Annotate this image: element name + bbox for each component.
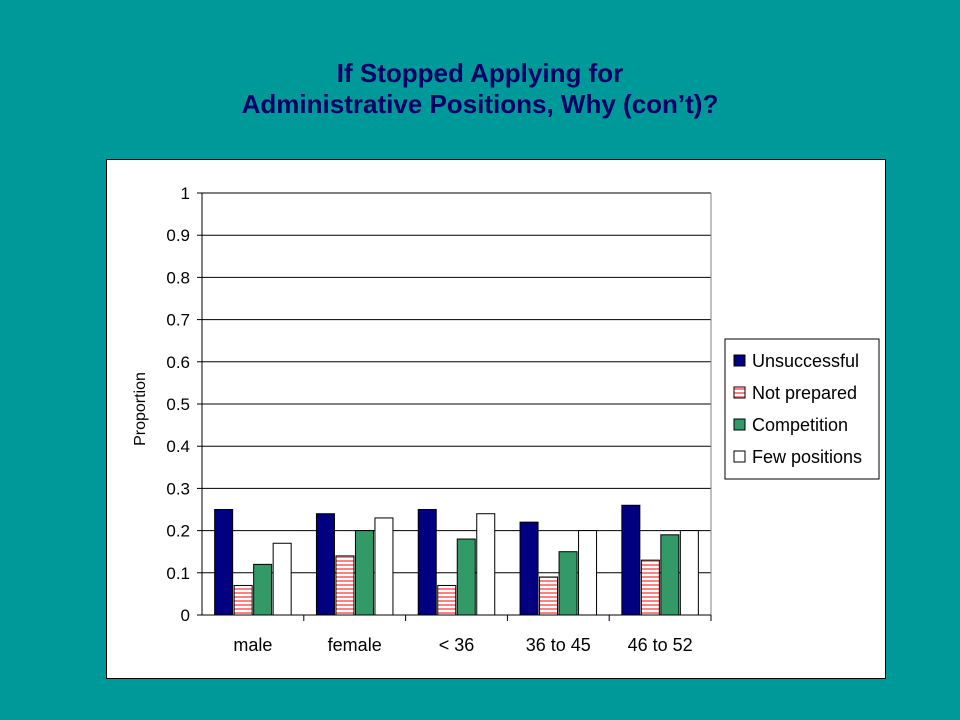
legend-label: Not prepared — [752, 383, 857, 403]
bar-chart: 0 0.1 0.2 0.3 0.4 0.5 0.6 0.7 0.8 0.9 1 male female… — [132, 184, 880, 655]
bar-unsuccessful — [519, 521, 539, 616]
legend-swatch — [733, 354, 746, 367]
y-tick-label: 0.9 — [166, 226, 190, 245]
title-line-1: If Stopped Applying for — [336, 58, 624, 88]
y-tick-label: 0.5 — [166, 395, 190, 414]
y-tick-label: 0 — [181, 606, 190, 625]
x-category-label: female — [328, 635, 382, 655]
y-tick-label: 0.7 — [166, 311, 190, 330]
bar-competition — [558, 551, 578, 616]
legend: Unsuccessful Not prepared Competition Few p… — [724, 338, 880, 480]
bar-few-positions — [272, 542, 292, 616]
y-tick-label: 0.6 — [166, 353, 190, 372]
x-category-label: 46 to 52 — [628, 635, 693, 655]
bar-competition — [354, 530, 374, 616]
bar-few-positions — [374, 517, 394, 616]
bar-few-positions — [679, 530, 699, 616]
bar-not-prepared — [539, 576, 559, 616]
y-tick-label: 1 — [181, 184, 190, 203]
y-tick-label: 0.3 — [166, 479, 190, 498]
gridlines — [202, 192, 711, 574]
bar-competition — [253, 563, 273, 616]
y-tick-label: 0.4 — [166, 437, 190, 456]
bar-not-prepared — [233, 584, 253, 616]
bar-unsuccessful — [621, 504, 641, 616]
y-axis-label: Proportion — [132, 372, 149, 446]
bar-competition — [660, 534, 680, 616]
y-tick-label: 0.8 — [166, 268, 190, 287]
bar-unsuccessful — [315, 513, 335, 616]
legend-swatch — [733, 418, 746, 431]
legend-label: Unsuccessful — [752, 351, 859, 371]
x-category-label: 36 to 45 — [526, 635, 591, 655]
y-tick-labels: 0 0.1 0.2 0.3 0.4 0.5 0.6 0.7 0.8 0.9 1 — [166, 184, 190, 625]
legend-label: Few positions — [752, 447, 862, 467]
x-category-label: male — [233, 635, 272, 655]
legend-box — [724, 338, 880, 480]
legend-swatch — [733, 386, 746, 399]
y-tick-label: 0.1 — [166, 564, 190, 583]
bar-few-positions — [578, 530, 598, 616]
title-line-2: Administrative Positions, Why (con’t)? — [241, 89, 719, 119]
bars — [214, 504, 699, 616]
x-category-labels: male female < 36 36 to 45 46 to 52 — [233, 635, 692, 655]
legend-swatch — [733, 450, 746, 463]
bar-not-prepared — [640, 559, 660, 616]
bar-not-prepared — [437, 584, 457, 616]
axes — [197, 192, 712, 621]
chart-panel: 0 0.1 0.2 0.3 0.4 0.5 0.6 0.7 0.8 0.9 1 male female… — [106, 159, 886, 679]
bar-competition — [456, 538, 476, 616]
bar-unsuccessful — [214, 509, 234, 616]
bar-few-positions — [476, 513, 496, 616]
x-category-label: < 36 — [439, 635, 475, 655]
legend-label: Competition — [752, 415, 848, 435]
bar-unsuccessful — [417, 509, 437, 616]
bar-not-prepared — [335, 555, 355, 616]
y-tick-label: 0.2 — [166, 522, 190, 541]
slide-title: If Stopped Applying for Administrative P… — [0, 58, 960, 120]
